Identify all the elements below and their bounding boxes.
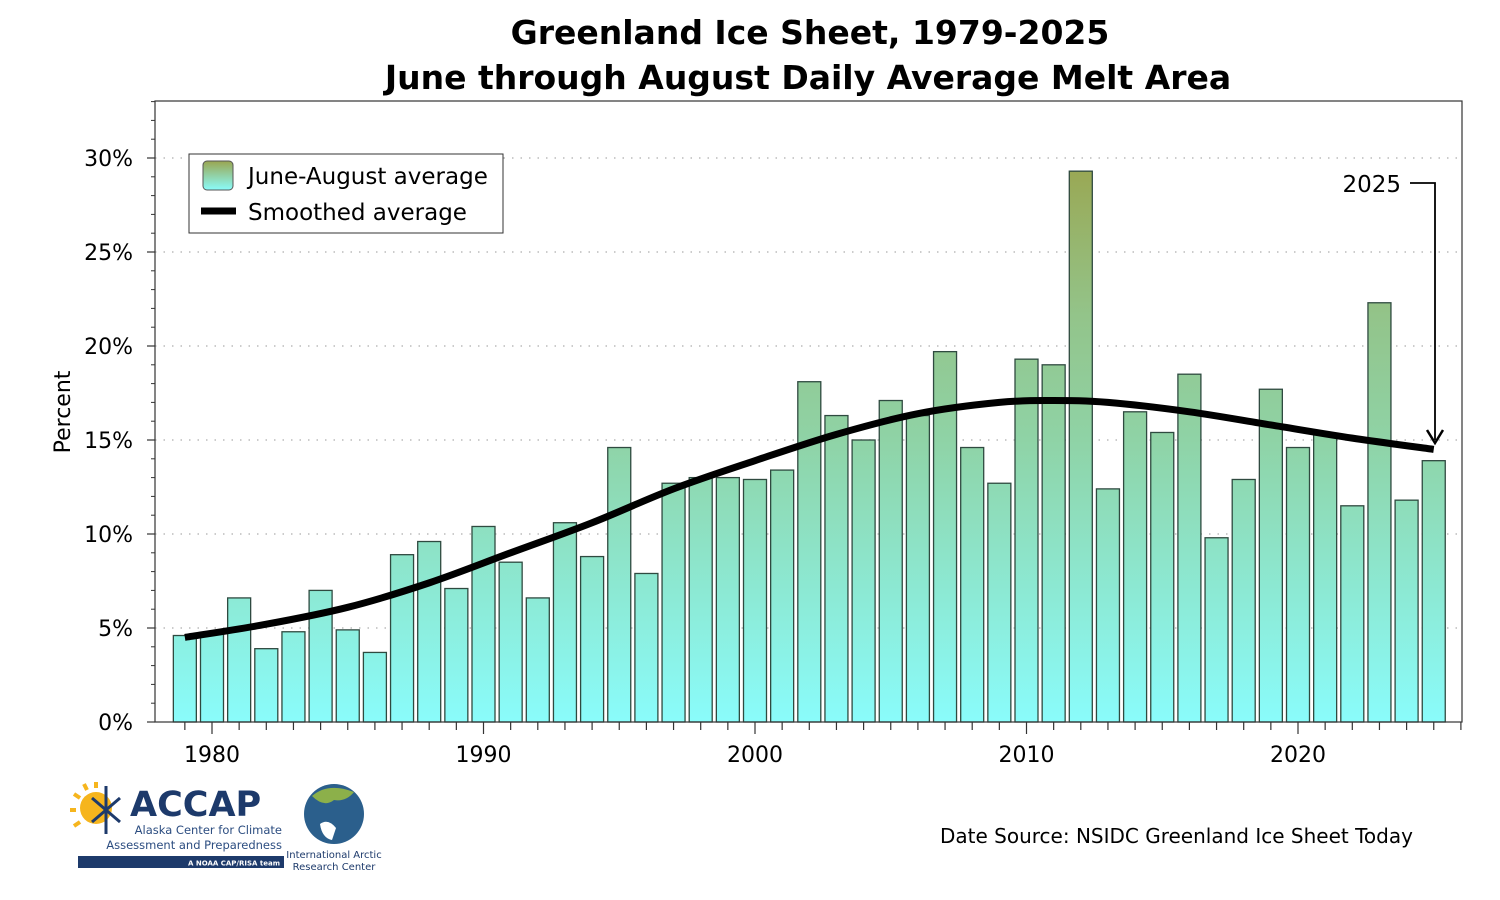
y-tick-label: 15%	[84, 429, 133, 454]
bar-1991	[498, 561, 523, 723]
data-source-note: Date Source: NSIDC Greenland Ice Sheet T…	[940, 824, 1413, 848]
bar-2005	[878, 399, 903, 723]
bar-2000	[742, 478, 768, 723]
bar-2019	[1258, 388, 1283, 723]
annotation-2025: 2025	[1342, 172, 1445, 446]
bar-1994	[579, 555, 605, 723]
bar-1999	[715, 476, 740, 723]
accap-sub2: Assessment and Preparedness	[106, 838, 282, 852]
bar-1981	[226, 597, 252, 723]
bar-2015	[1150, 431, 1175, 723]
bar-2022	[1340, 505, 1365, 723]
bar-2020	[1285, 446, 1311, 723]
bar-2001	[770, 469, 795, 723]
bar-2011	[1041, 364, 1066, 723]
bar-1982	[254, 648, 279, 723]
x-tick-label: 1980	[184, 743, 240, 768]
bar-1993	[552, 522, 578, 723]
chart-title: Greenland Ice Sheet, 1979-2025	[511, 13, 1110, 52]
bar-2012	[1068, 170, 1093, 723]
bar-2008	[960, 446, 985, 723]
y-axis-label: Percent	[51, 370, 76, 453]
bar-2017	[1204, 537, 1229, 723]
x-tick-label: 1990	[456, 743, 512, 768]
y-tick-label: 5%	[98, 617, 133, 642]
bar-1980	[199, 632, 225, 723]
bar-1988	[417, 540, 442, 723]
plot-frame	[154, 100, 1463, 723]
globe-icon	[304, 784, 364, 844]
bar-2021	[1313, 433, 1338, 723]
y-tick-label: 30%	[84, 147, 133, 172]
bar-1983	[281, 631, 306, 723]
x-tick-label: 2000	[727, 743, 783, 768]
legend: June-August average Smoothed average	[188, 153, 504, 234]
legend-label-line: Smoothed average	[248, 200, 467, 226]
bar-2003	[824, 414, 849, 723]
bar-1979	[172, 634, 198, 723]
smoothed-average-line	[184, 397, 1435, 641]
bar-2013	[1095, 488, 1121, 723]
y-tick-label: 0%	[98, 711, 133, 736]
annotation-arrow	[1410, 182, 1436, 440]
sun-snowflake-icon	[70, 782, 121, 834]
bar-1995	[607, 446, 632, 723]
legend-label-bar: June-August average	[246, 164, 488, 190]
bar-2010	[1014, 358, 1039, 723]
bar-1998	[688, 476, 713, 723]
accap-band: A NOAA CAP/RISA team	[188, 860, 280, 868]
y-tick-label: 25%	[84, 241, 133, 266]
bar-2014	[1122, 411, 1148, 723]
x-tick-label: 2010	[999, 743, 1055, 768]
bar-2006	[905, 414, 931, 723]
bar-2025	[1421, 460, 1446, 723]
bar-1997	[661, 482, 686, 723]
bar-2023	[1367, 302, 1392, 723]
bar-1987	[389, 554, 415, 723]
accap-sub1: Alaska Center for Climate	[135, 823, 282, 837]
bar-1985	[335, 629, 360, 723]
accap-logo-text: ACCAP	[130, 785, 261, 825]
bar-1990	[471, 525, 496, 723]
bar-2024	[1394, 499, 1419, 723]
bar-1989	[444, 587, 469, 723]
iarc-text1: International Arctic	[286, 850, 381, 861]
bar-1986	[362, 651, 388, 723]
legend-swatch-bar	[202, 160, 234, 191]
bar-2002	[797, 381, 822, 723]
accap-iarc-logos: ACCAP Alaska Center for Climate Assessme…	[70, 782, 382, 873]
bar-2004	[851, 439, 876, 723]
bar-1996	[634, 572, 659, 723]
y-tick-label: 10%	[84, 523, 133, 548]
bar-2018	[1231, 478, 1256, 723]
bar-1992	[525, 597, 550, 723]
iarc-text2: Research Center	[293, 862, 377, 873]
bar-2009	[987, 482, 1012, 723]
x-tick-label: 2020	[1270, 743, 1326, 768]
annotation-label: 2025	[1342, 172, 1401, 198]
bar-2016	[1177, 373, 1202, 723]
y-tick-label: 20%	[84, 335, 133, 360]
chart-subtitle: June through August Daily Average Melt A…	[383, 58, 1231, 97]
